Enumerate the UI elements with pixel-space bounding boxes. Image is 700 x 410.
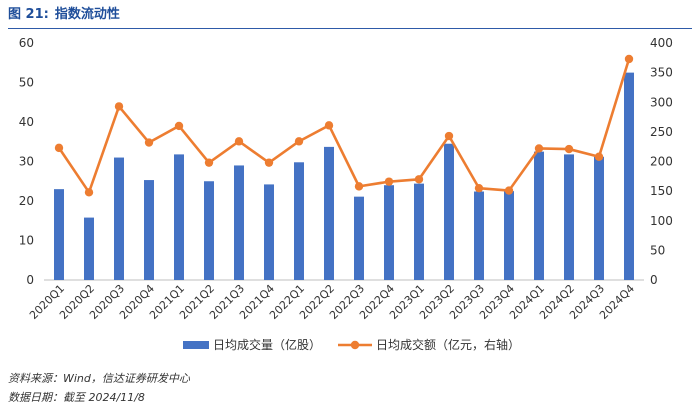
- y-right-tick-label: 350: [650, 66, 673, 80]
- y-right-tick-label: 100: [650, 214, 673, 228]
- y-right-tick-label: 400: [650, 36, 673, 50]
- volume-bar: [444, 143, 454, 280]
- turnover-point: [624, 54, 634, 64]
- turnover-line: [54, 54, 634, 197]
- volume-bar: [534, 151, 544, 280]
- turnover-point: [534, 144, 544, 153]
- turnover-point: [474, 183, 484, 193]
- turnover-point: [594, 152, 604, 161]
- volume-bar: [174, 154, 184, 280]
- y-right-tick-label: 150: [650, 184, 673, 198]
- volume-bar: [264, 184, 274, 280]
- turnover-point: [414, 175, 424, 184]
- volume-bar: [504, 191, 514, 280]
- volume-bar: [234, 165, 244, 280]
- volume-bar: [204, 181, 214, 280]
- turnover-point: [504, 186, 514, 195]
- volume-bar: [384, 185, 394, 280]
- volume-bar: [324, 146, 334, 280]
- figure-title-text: 指数流动性: [54, 7, 120, 22]
- turnover-point: [204, 158, 214, 167]
- turnover-point: [54, 143, 64, 153]
- volume-bar: [414, 183, 424, 280]
- y-left-tick-label: 0: [26, 273, 34, 287]
- turnover-point: [84, 188, 94, 197]
- turnover-point: [174, 121, 184, 131]
- y-left-tick-label: 20: [19, 194, 34, 208]
- turnover-point: [264, 158, 274, 167]
- volume-bars: [54, 72, 634, 280]
- volume-bar: [354, 196, 364, 280]
- volume-bar: [294, 162, 304, 280]
- volume-bar: [564, 154, 574, 280]
- legend-line-marker: [350, 340, 360, 350]
- turnover-series-line: [57, 58, 631, 194]
- y-left-tick-label: 50: [19, 76, 34, 90]
- turnover-point: [564, 144, 574, 154]
- figure-label: 图 21:: [8, 7, 49, 22]
- y-left-tick-label: 30: [19, 155, 34, 169]
- y-left-tick-label: 10: [19, 234, 34, 248]
- y-left-tick-label: 40: [19, 115, 34, 129]
- figure-title: 图 21: 指数流动性: [8, 4, 692, 29]
- volume-bar: [594, 156, 604, 280]
- y-right-tick-label: 50: [650, 243, 665, 257]
- source-note: 资料来源：Wind，信达证券研发中心: [8, 372, 190, 385]
- legend-bar-swatch: [183, 341, 209, 349]
- volume-bar: [624, 72, 634, 280]
- turnover-point: [114, 102, 124, 111]
- turnover-point: [324, 121, 334, 130]
- volume-bar: [54, 189, 64, 280]
- y-right-tick-label: 250: [650, 125, 673, 139]
- turnover-point: [144, 138, 154, 147]
- y-right-tick-label: 0: [650, 273, 658, 287]
- chart-legend: 日均成交量（亿股） 日均成交额（亿元，右轴）: [183, 337, 520, 352]
- volume-bar: [114, 157, 124, 280]
- turnover-point: [444, 131, 454, 141]
- turnover-point: [354, 182, 364, 191]
- y-left-tick-label: 60: [19, 36, 34, 50]
- date-note: 数据日期：截至 2024/11/8: [8, 391, 145, 404]
- volume-bar: [144, 180, 154, 280]
- legend-line-label: 日均成交额（亿元，右轴）: [376, 337, 520, 352]
- y-right-tick-label: 300: [650, 95, 673, 109]
- volume-bar: [474, 191, 484, 280]
- legend-bar-label: 日均成交量（亿股）: [213, 337, 321, 352]
- turnover-point: [384, 177, 394, 186]
- turnover-point: [234, 137, 244, 146]
- turnover-point: [294, 137, 304, 146]
- volume-bar: [84, 217, 94, 280]
- y-right-tick-label: 200: [650, 155, 673, 169]
